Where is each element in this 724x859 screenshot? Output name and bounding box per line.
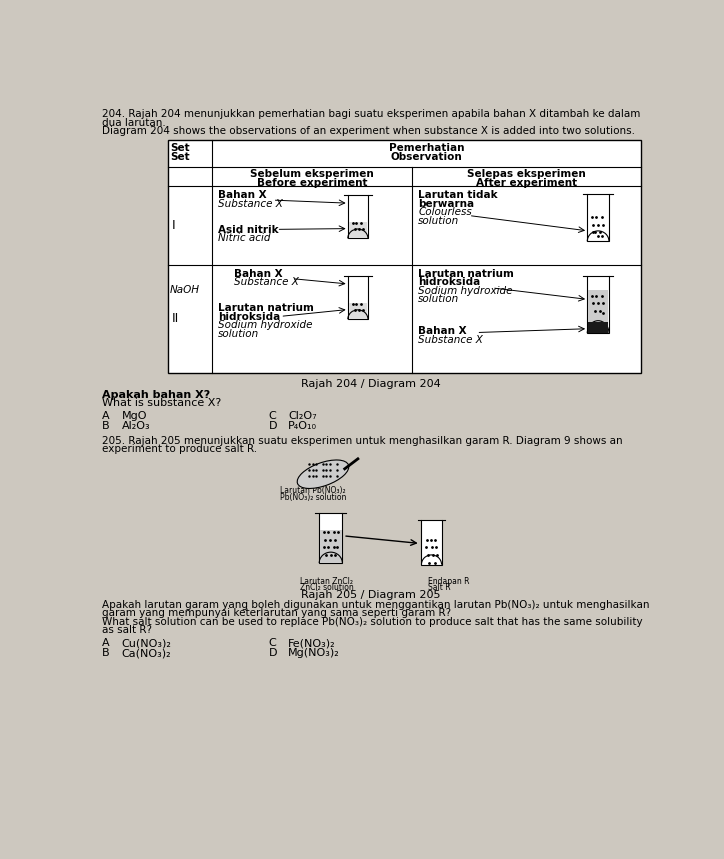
Text: Observation: Observation — [390, 152, 463, 162]
Bar — [168, 140, 641, 373]
Text: Asid nitrik: Asid nitrik — [219, 225, 279, 235]
Bar — [588, 290, 608, 333]
Text: After experiment: After experiment — [476, 178, 577, 188]
Text: 205. Rajah 205 menunjukkan suatu eksperimen untuk menghasilkan garam R. Diagram : 205. Rajah 205 menunjukkan suatu eksperi… — [102, 436, 623, 446]
Text: Larutan Pb(NO₃)₂: Larutan Pb(NO₃)₂ — [280, 486, 346, 495]
Text: Larutan natrium: Larutan natrium — [418, 269, 514, 278]
Text: Cu(NO₃)₂: Cu(NO₃)₂ — [122, 638, 172, 649]
Text: Larutan natrium: Larutan natrium — [219, 303, 314, 314]
Text: Salt R: Salt R — [428, 582, 450, 592]
Polygon shape — [319, 552, 342, 564]
Text: D: D — [269, 421, 277, 431]
Text: MgO: MgO — [122, 411, 147, 421]
Text: Pb(NO₃)₂ solution: Pb(NO₃)₂ solution — [280, 493, 347, 502]
Text: I: I — [172, 219, 175, 232]
Text: Bahan X: Bahan X — [219, 190, 267, 200]
Text: Larutan tidak: Larutan tidak — [418, 190, 498, 200]
Text: Fe(NO₃)₂: Fe(NO₃)₂ — [288, 638, 336, 649]
Text: Colourless: Colourless — [418, 207, 472, 217]
Text: Nitric acid: Nitric acid — [219, 233, 271, 243]
Text: experiment to produce salt R.: experiment to produce salt R. — [102, 444, 257, 454]
Text: NaOH: NaOH — [169, 285, 200, 295]
Text: Substance X: Substance X — [219, 198, 283, 209]
Ellipse shape — [298, 460, 349, 489]
Text: Bahan X: Bahan X — [418, 326, 467, 337]
Text: P₄O₁₀: P₄O₁₀ — [288, 421, 317, 431]
Text: dua larutan.: dua larutan. — [102, 118, 166, 128]
Text: Sodium hydroxide: Sodium hydroxide — [418, 285, 513, 295]
Text: Apakah larutan garam yang boleh digunakan untuk menggantikan larutan Pb(NO₃)₂ un: Apakah larutan garam yang boleh digunaka… — [102, 600, 649, 610]
Text: ZnCl₂ solution: ZnCl₂ solution — [300, 582, 353, 592]
Polygon shape — [587, 320, 609, 333]
Text: solution: solution — [418, 294, 460, 304]
Bar — [320, 530, 342, 564]
Bar — [319, 513, 342, 564]
Polygon shape — [348, 310, 368, 320]
Text: Bahan X: Bahan X — [234, 269, 282, 278]
Bar — [348, 222, 367, 239]
Text: as salt R?: as salt R? — [102, 625, 152, 635]
Text: Rajah 205 / Diagram 205: Rajah 205 / Diagram 205 — [301, 590, 441, 600]
Text: 204. Rajah 204 menunjukkan pemerhatian bagi suatu eksperimen apabila bahan X dit: 204. Rajah 204 menunjukkan pemerhatian b… — [102, 109, 641, 119]
Text: Ca(NO₃)₂: Ca(NO₃)₂ — [122, 649, 171, 658]
Text: D: D — [269, 649, 277, 658]
Bar — [587, 194, 609, 241]
Bar — [588, 322, 608, 333]
Bar — [587, 277, 609, 333]
Polygon shape — [348, 229, 368, 239]
Text: Selepas eksperimen: Selepas eksperimen — [467, 169, 586, 180]
Text: Before experiment: Before experiment — [257, 178, 367, 188]
Text: C: C — [269, 411, 277, 421]
Text: solution: solution — [219, 329, 260, 338]
Text: Diagram 204 shows the observations of an experiment when substance X is added in: Diagram 204 shows the observations of an… — [102, 126, 635, 137]
Text: Apakah bahan X?: Apakah bahan X? — [102, 389, 211, 399]
Text: Endapan R: Endapan R — [428, 576, 469, 586]
Text: Pemerhatian: Pemerhatian — [389, 143, 464, 153]
Text: II: II — [172, 312, 179, 326]
Text: solution: solution — [418, 216, 460, 226]
Text: Set: Set — [170, 152, 190, 162]
Text: Set: Set — [170, 143, 190, 153]
Text: Substance X: Substance X — [234, 277, 299, 287]
Bar — [348, 277, 368, 320]
Text: hidroksida: hidroksida — [418, 277, 481, 287]
Text: hidroksida: hidroksida — [219, 312, 281, 322]
Text: Larutan ZnCl₂: Larutan ZnCl₂ — [300, 576, 353, 586]
Bar — [348, 196, 368, 239]
Text: Mg(NO₃)₂: Mg(NO₃)₂ — [288, 649, 340, 658]
Polygon shape — [587, 231, 609, 241]
Text: Sodium hydroxide: Sodium hydroxide — [219, 320, 313, 330]
Text: Al₂O₃: Al₂O₃ — [122, 421, 150, 431]
Text: B: B — [102, 649, 110, 658]
Text: Cl₂O₇: Cl₂O₇ — [288, 411, 317, 421]
Text: A: A — [102, 411, 110, 421]
Text: berwarna: berwarna — [418, 198, 474, 209]
Text: A: A — [102, 638, 110, 649]
Bar — [348, 302, 367, 320]
Text: garam yang mempunyai keterlarutan yang sama seperti garam R?: garam yang mempunyai keterlarutan yang s… — [102, 608, 451, 618]
Text: What is substance X?: What is substance X? — [102, 398, 222, 408]
Text: Rajah 204 / Diagram 204: Rajah 204 / Diagram 204 — [301, 379, 441, 389]
Text: B: B — [102, 421, 110, 431]
Bar — [421, 521, 442, 564]
Text: Sebelum eksperimen: Sebelum eksperimen — [251, 169, 374, 180]
Text: Substance X: Substance X — [418, 335, 483, 344]
Text: What salt solution can be used to replace Pb(NO₃)₂ solution to produce salt that: What salt solution can be used to replac… — [102, 617, 643, 627]
Text: C: C — [269, 638, 277, 649]
Polygon shape — [421, 555, 442, 564]
